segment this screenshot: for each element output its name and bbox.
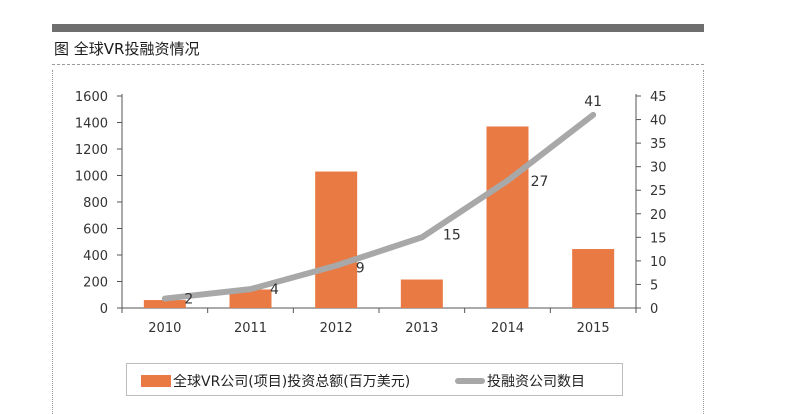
legend-bar-swatch	[141, 375, 171, 387]
y-right-tick-label: 30	[650, 161, 667, 176]
bar	[486, 126, 529, 308]
y-right-tick-label: 45	[650, 90, 667, 105]
y-left-tick-label: 400	[83, 249, 108, 264]
title-divider	[52, 64, 704, 65]
title-bar	[52, 24, 704, 32]
legend-item-line: 投融资公司数目	[455, 371, 585, 391]
bar	[315, 171, 358, 308]
y-left-tick-label: 1600	[75, 90, 108, 105]
line-data-label: 4	[270, 282, 279, 298]
line-data-label: 2	[184, 292, 193, 308]
x-tick-label: 2011	[234, 321, 267, 336]
legend-item-bar: 全球VR公司(项目)投资总额(百万美元)	[141, 371, 410, 391]
y-right-tick-label: 20	[650, 208, 667, 223]
y-left-tick-label: 1000	[75, 170, 108, 185]
frame-left-border	[52, 70, 53, 414]
legend: 全球VR公司(项目)投资总额(百万美元) 投融资公司数目	[126, 363, 623, 396]
x-tick-label: 2013	[405, 321, 438, 336]
y-right-tick-label: 0	[650, 302, 658, 317]
line-data-label: 9	[356, 261, 365, 277]
x-tick-label: 2015	[577, 321, 610, 336]
bar	[400, 279, 443, 308]
legend-bar-label: 全球VR公司(项目)投资总额(百万美元)	[173, 374, 411, 390]
legend-line-swatch	[455, 378, 485, 384]
figure-title: 图 全球VR投融资情况	[54, 40, 200, 58]
y-left-tick-label: 200	[83, 276, 108, 291]
y-left-tick-label: 800	[83, 196, 108, 211]
y-left-tick-label: 1400	[75, 117, 108, 132]
y-left-tick-label: 600	[83, 223, 108, 238]
frame-right-border	[703, 70, 704, 414]
line-data-label: 41	[584, 94, 602, 110]
x-tick-label: 2010	[148, 321, 181, 336]
y-right-tick-label: 40	[650, 114, 667, 129]
bar	[572, 249, 615, 308]
line-series	[161, 111, 597, 302]
legend-line-label: 投融资公司数目	[487, 374, 585, 390]
x-tick-label: 2014	[491, 321, 524, 336]
line-data-label: 27	[531, 174, 549, 190]
y-left-tick-label: 1200	[75, 143, 108, 158]
y-left-tick-label: 0	[100, 302, 108, 317]
bar	[143, 300, 186, 308]
x-tick-label: 2012	[320, 321, 353, 336]
y-right-tick-label: 5	[650, 278, 658, 293]
line-data-label: 15	[443, 227, 461, 243]
bar	[229, 289, 272, 308]
y-right-tick-label: 15	[650, 231, 667, 246]
y-right-tick-label: 10	[650, 255, 667, 270]
y-right-tick-label: 25	[650, 184, 667, 199]
y-right-tick-label: 35	[650, 137, 667, 152]
